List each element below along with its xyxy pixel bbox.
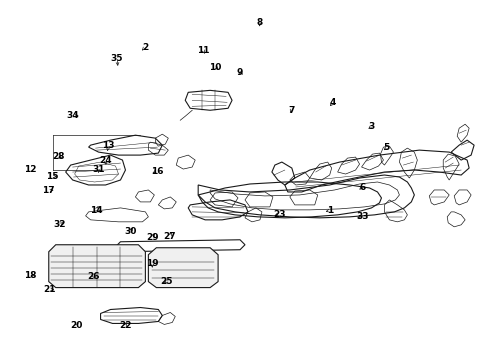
Text: 17: 17 bbox=[43, 186, 55, 195]
Text: 34: 34 bbox=[67, 111, 79, 120]
Text: 26: 26 bbox=[87, 271, 100, 280]
Text: 32: 32 bbox=[53, 220, 66, 229]
Polygon shape bbox=[49, 245, 146, 288]
Text: 27: 27 bbox=[163, 232, 175, 241]
Text: 29: 29 bbox=[146, 233, 159, 242]
Text: 13: 13 bbox=[102, 141, 115, 150]
Text: 4: 4 bbox=[330, 98, 336, 107]
Text: 31: 31 bbox=[92, 165, 105, 174]
Text: 24: 24 bbox=[99, 156, 112, 165]
Text: 3: 3 bbox=[369, 122, 375, 131]
Text: 15: 15 bbox=[46, 172, 58, 181]
Text: 9: 9 bbox=[237, 68, 244, 77]
Text: 8: 8 bbox=[257, 18, 263, 27]
Text: 16: 16 bbox=[151, 167, 163, 176]
Text: 21: 21 bbox=[44, 285, 56, 294]
Text: 23: 23 bbox=[273, 210, 285, 219]
Text: 5: 5 bbox=[384, 143, 390, 152]
Text: 10: 10 bbox=[210, 63, 222, 72]
Text: 2: 2 bbox=[142, 43, 148, 52]
Text: 14: 14 bbox=[90, 206, 102, 215]
Text: 33: 33 bbox=[356, 212, 368, 221]
Text: 19: 19 bbox=[146, 259, 159, 268]
Text: 30: 30 bbox=[124, 228, 137, 237]
Text: 6: 6 bbox=[359, 183, 365, 192]
Text: 20: 20 bbox=[71, 321, 83, 330]
Text: 28: 28 bbox=[52, 152, 65, 161]
Text: 18: 18 bbox=[24, 270, 36, 279]
Text: 35: 35 bbox=[111, 54, 123, 63]
Text: 1: 1 bbox=[327, 206, 334, 215]
Text: 25: 25 bbox=[161, 276, 173, 285]
Text: 12: 12 bbox=[24, 165, 36, 174]
Text: 7: 7 bbox=[288, 105, 294, 114]
Text: 22: 22 bbox=[119, 321, 132, 330]
Text: 11: 11 bbox=[197, 46, 210, 55]
Polygon shape bbox=[148, 248, 218, 288]
